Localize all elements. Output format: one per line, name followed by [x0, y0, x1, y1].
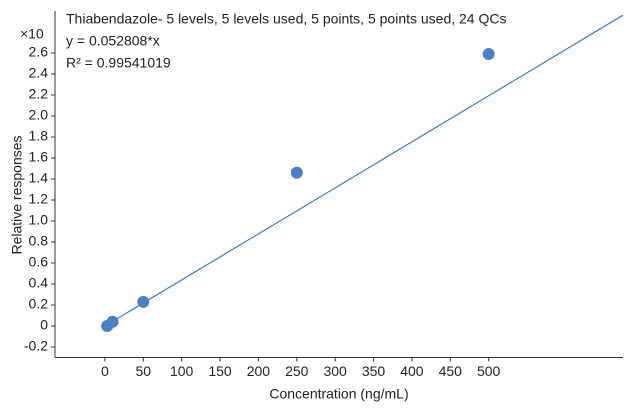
x-tick-label: 400	[400, 363, 424, 379]
y-tick-label: 1.8	[29, 128, 49, 144]
equation: y = 0.052808*x	[66, 33, 160, 49]
x-tick-label: 100	[170, 363, 194, 379]
x-tick-label: 200	[247, 363, 271, 379]
y-multiplier: ×10	[20, 26, 44, 42]
y-tick-label: 1.2	[29, 191, 49, 207]
x-tick-label: 350	[362, 363, 386, 379]
r-squared: R² = 0.99541019	[66, 55, 171, 71]
y-tick-label: 2.0	[29, 107, 49, 123]
y-tick-label: 0.4	[29, 275, 49, 291]
data-point	[106, 315, 119, 328]
x-axis-label: Concentration (ng/mL)	[269, 386, 408, 402]
x-tick-label: 250	[285, 363, 309, 379]
x-tick-label: 150	[208, 363, 232, 379]
x-tick-label: 500	[477, 363, 501, 379]
data-point	[290, 166, 303, 179]
x-tick-label: 50	[135, 363, 151, 379]
fit-line	[104, 14, 624, 327]
y-tick-label: 0.6	[29, 254, 49, 270]
y-axis-label: Relative responses	[9, 135, 25, 254]
y-tick-label: 1.4	[29, 170, 49, 186]
x-tick-label: 300	[323, 363, 347, 379]
x-tick-label: 450	[439, 363, 463, 379]
y-tick-label: 2.6	[29, 44, 49, 60]
y-tick-label: 1.0	[29, 212, 49, 228]
y-tick-label: 0.2	[29, 296, 49, 312]
y-tick-label: 0	[40, 317, 48, 333]
y-tick-label: 1.6	[29, 149, 49, 165]
y-tick-label: 2.4	[29, 65, 49, 81]
y-tick-label: 0.8	[29, 233, 49, 249]
data-point	[137, 295, 150, 308]
y-tick-label: 2.2	[29, 86, 49, 102]
x-tick-label: 0	[101, 363, 109, 379]
data-point	[482, 48, 495, 61]
y-tick-label: -0.2	[24, 338, 48, 354]
chart-title: Thiabendazole- 5 levels, 5 levels used, …	[66, 11, 506, 27]
